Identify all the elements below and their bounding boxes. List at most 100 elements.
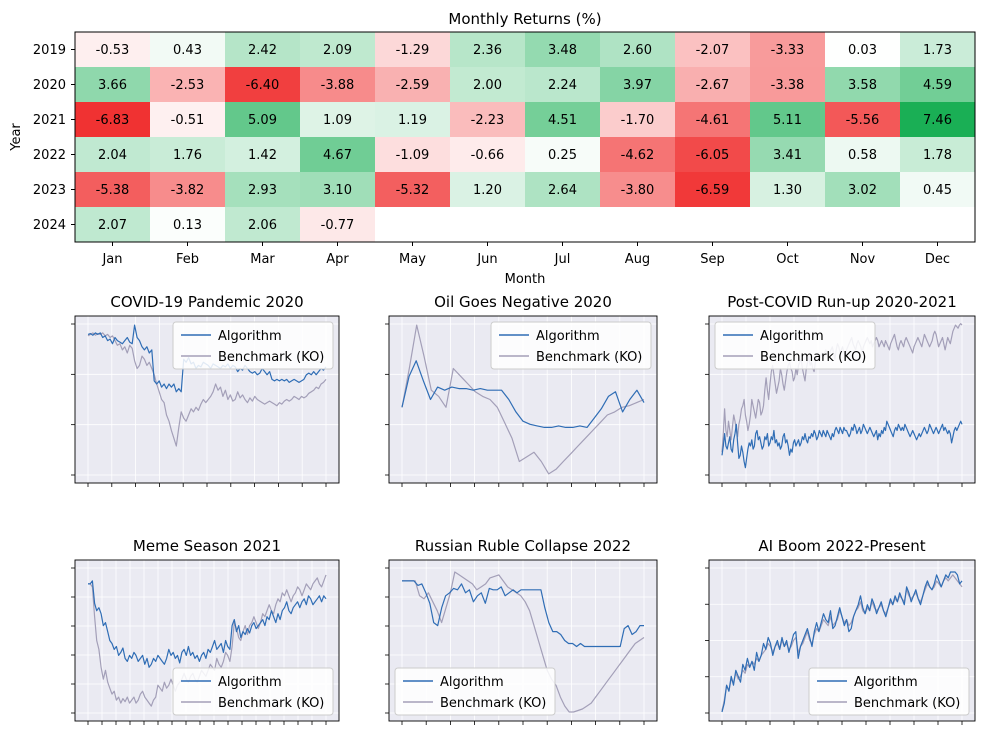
heatmap-cell (75, 172, 151, 208)
panel-title: AI Boom 2022-Present (758, 537, 925, 555)
legend-label: Benchmark (KO) (218, 696, 324, 711)
legend-label: Benchmark (KO) (854, 696, 960, 711)
heatmap-cell (450, 172, 526, 208)
algorithm-line (721, 420, 963, 469)
heatmap-cell (675, 207, 751, 243)
heatmap-cell (450, 67, 526, 103)
heatmap-x-tick-label: Dec (925, 252, 950, 267)
heatmap-cell (450, 102, 526, 138)
heatmap-cell (450, 32, 526, 68)
heatmap-cell-label: 0.03 (848, 43, 877, 58)
heatmap-cell (750, 137, 826, 173)
heatmap-cell-label: 3.58 (848, 78, 877, 93)
heatmap-cell-label: -6.40 (246, 78, 280, 93)
heatmap-x-tick-label: Sep (700, 252, 725, 267)
heatmap-cell (825, 207, 901, 243)
heatmap-cell (825, 102, 901, 138)
heatmap-cell (150, 137, 226, 173)
heatmap-cell-label: 2.07 (98, 218, 127, 233)
heatmap-x-tick-label: Jan (101, 252, 122, 267)
heatmap-x-tick-label: Jun (476, 252, 497, 267)
algorithm-line (402, 580, 644, 648)
heatmap-cell (525, 32, 601, 68)
heatmap-cell (600, 67, 676, 103)
heatmap-cell-label: -4.61 (696, 113, 730, 128)
heatmap-cell-label: 4.51 (548, 113, 577, 128)
heatmap-cell (450, 137, 526, 173)
heatmap-cell (750, 102, 826, 138)
legend-label: Benchmark (KO) (760, 350, 866, 365)
heatmap-cell (600, 32, 676, 68)
heatmap-x-tick-label: Feb (176, 252, 199, 267)
heatmap-y-tick-label: 2020 (33, 78, 66, 93)
heatmap-y-tick-label: 2024 (33, 218, 66, 233)
heatmap-cell-label: 0.43 (173, 43, 202, 58)
heatmap-cell (600, 102, 676, 138)
heatmap-cell-label: -1.29 (396, 43, 430, 58)
heatmap-cell (150, 172, 226, 208)
heatmap-cell-label: 3.48 (548, 43, 577, 58)
heatmap-cell-label: 3.97 (623, 78, 652, 93)
heatmap-cell (900, 207, 976, 243)
heatmap-cell-label: 2.09 (323, 43, 352, 58)
heatmap-cell-label: -2.23 (471, 113, 505, 128)
heatmap-cell-label: -1.09 (396, 148, 430, 163)
heatmap-y-tick-label: 2021 (33, 113, 66, 128)
line-chart-panel: Oil Goes Negative 2020 Algorithm Benchmark… (385, 293, 658, 487)
heatmap-cell (150, 207, 226, 243)
heatmap-cell (525, 137, 601, 173)
heatmap-cell-label: -6.59 (696, 183, 730, 198)
legend-label: Benchmark (KO) (440, 696, 546, 711)
heatmap-cell-label: 3.66 (98, 78, 127, 93)
heatmap-cell (525, 172, 601, 208)
heatmap-cell (750, 172, 826, 208)
heatmap-chart: Monthly Returns (%) -0.53 0.43 2.42 2.09 -1.… (9, 10, 976, 287)
plot-frame (74, 315, 340, 484)
line-chart-panel: AI Boom 2022-Present Algorithm Benchmark (… (705, 537, 976, 725)
heatmap-cell (600, 172, 676, 208)
benchmark-line (401, 324, 645, 475)
heatmap-cell-label: 5.09 (248, 113, 277, 128)
algorithm-line (401, 360, 645, 428)
heatmap-cell (750, 67, 826, 103)
heatmap-cell (900, 32, 976, 68)
line-chart-panel: Meme Season 2021 Algorithm Benchmark (KO) (71, 537, 340, 725)
legend-box (172, 667, 334, 716)
plot-frame (74, 559, 340, 722)
legend-label: Algorithm (218, 675, 282, 690)
heatmap-cell-label: -4.62 (621, 148, 655, 163)
heatmap-cell (375, 172, 451, 208)
heatmap-cell-label: 2.00 (473, 78, 502, 93)
heatmap-x-tick-label: Mar (250, 252, 275, 267)
panel-title: Meme Season 2021 (133, 537, 281, 555)
heatmap-ylabel: Year (9, 123, 24, 152)
heatmap-cell (375, 207, 451, 243)
heatmap-cell (75, 137, 151, 173)
line-chart-panel: Post-COVID Run-up 2020-2021 Algorithm Benc… (705, 293, 976, 487)
heatmap-x-tick-label: Jul (554, 252, 571, 267)
heatmap-cell-label: 2.24 (548, 78, 577, 93)
heatmap-title: Monthly Returns (%) (448, 10, 601, 28)
heatmap-cell (675, 172, 751, 208)
legend-label: Benchmark (KO) (536, 350, 642, 365)
legend-box (808, 667, 970, 716)
heatmap-cell-label: -6.05 (696, 148, 730, 163)
heatmap-cell-label: 4.67 (323, 148, 352, 163)
heatmap-cell-label: 1.42 (248, 148, 277, 163)
panel-title: Post-COVID Run-up 2020-2021 (727, 293, 957, 311)
heatmap-cell (225, 137, 301, 173)
heatmap-cell (300, 67, 376, 103)
legend: Algorithm Benchmark (KO) (808, 667, 970, 716)
heatmap-cell (900, 67, 976, 103)
legend-label: Algorithm (440, 675, 504, 690)
heatmap-cell-label: 5.11 (773, 113, 802, 128)
heatmap-cell-label: 1.19 (398, 113, 427, 128)
panel-title: Oil Goes Negative 2020 (434, 293, 612, 311)
heatmap-x-tick-label: May (399, 252, 426, 267)
heatmap-cell-label: -0.51 (171, 113, 205, 128)
legend: Algorithm Benchmark (KO) (172, 321, 334, 370)
heatmap-x-tick-label: Apr (326, 252, 349, 267)
heatmap-cell-label: 3.41 (773, 148, 802, 163)
heatmap-cell (525, 67, 601, 103)
